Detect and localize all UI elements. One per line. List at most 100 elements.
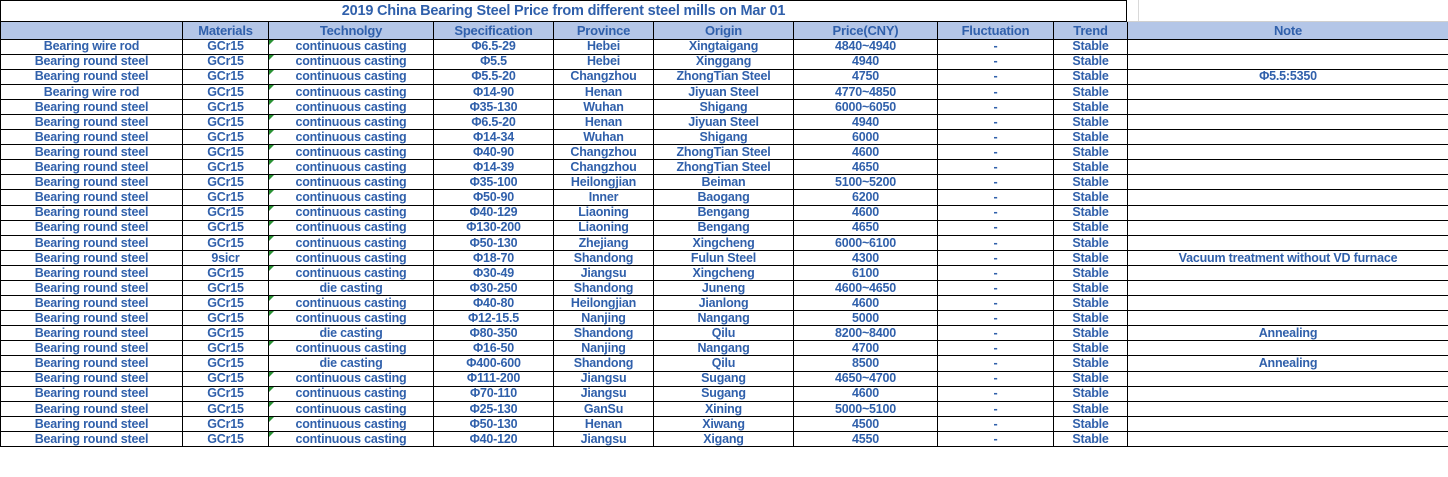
column-header-price[interactable]: Price(CNY) (793, 22, 938, 40)
cell-fluctuation[interactable]: - (937, 144, 1054, 161)
cell-note[interactable] (1127, 234, 1448, 251)
cell-origin[interactable]: Jiyuan Steel (653, 113, 794, 131)
cell-materials[interactable]: GCr15 (182, 355, 269, 372)
cell-province[interactable]: Changzhou (553, 144, 654, 161)
cell-product[interactable]: Bearing round steel (0, 400, 183, 417)
cell-price[interactable]: 4600~4650 (793, 279, 938, 297)
cell-trend[interactable]: Stable (1053, 355, 1128, 372)
cell-trend[interactable]: Stable (1053, 159, 1128, 176)
cell-specification[interactable]: Φ130-200 (433, 219, 554, 236)
cell-materials[interactable]: GCr15 (182, 385, 269, 402)
cell-product[interactable]: Bearing round steel (0, 249, 183, 266)
cell-specification[interactable]: Φ70-110 (433, 385, 554, 402)
cell-materials[interactable]: GCr15 (182, 83, 269, 100)
cell-materials[interactable]: GCr15 (182, 113, 269, 131)
cell-note[interactable]: Vacuum treatment without VD furnace (1127, 249, 1448, 266)
cell-product[interactable]: Bearing round steel (0, 370, 183, 387)
cell-trend[interactable]: Stable (1053, 204, 1128, 221)
cell-technology[interactable]: die casting (268, 279, 434, 297)
cell-specification[interactable]: Φ35-130 (433, 98, 554, 115)
cell-product[interactable]: Bearing round steel (0, 295, 183, 312)
cell-product[interactable]: Bearing round steel (0, 174, 183, 191)
cell-product[interactable]: Bearing round steel (0, 159, 183, 176)
cell-province[interactable]: Zhejiang (553, 234, 654, 251)
cell-price[interactable]: 6000 (793, 129, 938, 146)
cell-trend[interactable]: Stable (1053, 430, 1128, 448)
cell-fluctuation[interactable]: - (937, 38, 1054, 55)
cell-origin[interactable]: Xingcheng (653, 234, 794, 251)
cell-fluctuation[interactable]: - (937, 98, 1054, 115)
column-header-province[interactable]: Province (553, 22, 654, 40)
cell-price[interactable]: 4600 (793, 385, 938, 402)
cell-specification[interactable]: Φ50-130 (433, 415, 554, 432)
cell-fluctuation[interactable]: - (937, 279, 1054, 297)
cell-materials[interactable]: GCr15 (182, 53, 269, 70)
cell-province[interactable]: Nanjing (553, 310, 654, 327)
cell-note[interactable]: Φ5.5:5350 (1127, 68, 1448, 85)
cell-note[interactable] (1127, 159, 1448, 176)
cell-origin[interactable]: Jianlong (653, 295, 794, 312)
cell-note[interactable] (1127, 400, 1448, 417)
cell-fluctuation[interactable]: - (937, 295, 1054, 312)
cell-note[interactable] (1127, 204, 1448, 221)
cell-product[interactable]: Bearing round steel (0, 340, 183, 357)
cell-fluctuation[interactable]: - (937, 129, 1054, 146)
cell-price[interactable]: 4300 (793, 249, 938, 266)
cell-specification[interactable]: Φ400-600 (433, 355, 554, 372)
cell-specification[interactable]: Φ18-70 (433, 249, 554, 266)
cell-price[interactable]: 6200 (793, 189, 938, 206)
cell-specification[interactable]: Φ50-130 (433, 234, 554, 251)
cell-price[interactable]: 4700 (793, 340, 938, 357)
cell-materials[interactable]: GCr15 (182, 144, 269, 161)
cell-province[interactable]: Shandong (553, 279, 654, 297)
cell-note[interactable] (1127, 129, 1448, 146)
cell-technology[interactable]: continuous casting (268, 129, 434, 146)
cell-product[interactable]: Bearing round steel (0, 113, 183, 131)
cell-trend[interactable]: Stable (1053, 174, 1128, 191)
cell-price[interactable]: 4650 (793, 159, 938, 176)
cell-note[interactable] (1127, 295, 1448, 312)
column-header-technology[interactable]: Technolgy (268, 22, 434, 40)
cell-materials[interactable]: GCr15 (182, 430, 269, 448)
cell-origin[interactable]: Shigang (653, 129, 794, 146)
cell-origin[interactable]: Shigang (653, 98, 794, 115)
cell-origin[interactable]: ZhongTian Steel (653, 159, 794, 176)
cell-materials[interactable]: GCr15 (182, 234, 269, 251)
cell-note[interactable] (1127, 174, 1448, 191)
cell-province[interactable]: Changzhou (553, 68, 654, 85)
cell-province[interactable]: Jiangsu (553, 430, 654, 448)
cell-fluctuation[interactable]: - (937, 53, 1054, 70)
cell-specification[interactable]: Φ16-50 (433, 340, 554, 357)
cell-materials[interactable]: GCr15 (182, 370, 269, 387)
cell-fluctuation[interactable]: - (937, 385, 1054, 402)
cell-origin[interactable]: Bengang (653, 219, 794, 236)
cell-materials[interactable]: GCr15 (182, 415, 269, 432)
cell-province[interactable]: Nanjing (553, 340, 654, 357)
cell-technology[interactable]: continuous casting (268, 295, 434, 312)
cell-price[interactable]: 6000~6050 (793, 98, 938, 115)
cell-product[interactable]: Bearing round steel (0, 264, 183, 282)
column-header-origin[interactable]: Origin (653, 22, 794, 40)
cell-specification[interactable]: Φ40-120 (433, 430, 554, 448)
cell-note[interactable] (1127, 189, 1448, 206)
cell-technology[interactable]: continuous casting (268, 159, 434, 176)
cell-trend[interactable]: Stable (1053, 370, 1128, 387)
cell-product[interactable]: Bearing round steel (0, 144, 183, 161)
cell-fluctuation[interactable]: - (937, 219, 1054, 236)
cell-product[interactable]: Bearing wire rod (0, 83, 183, 100)
cell-origin[interactable]: Qilu (653, 325, 794, 342)
cell-price[interactable]: 8200~8400 (793, 325, 938, 342)
cell-materials[interactable]: GCr15 (182, 264, 269, 282)
cell-materials[interactable]: GCr15 (182, 325, 269, 342)
cell-technology[interactable]: continuous casting (268, 430, 434, 448)
cell-technology[interactable]: continuous casting (268, 385, 434, 402)
cell-price[interactable]: 4550 (793, 430, 938, 448)
cell-origin[interactable]: Xinggang (653, 53, 794, 70)
cell-province[interactable]: Changzhou (553, 159, 654, 176)
cell-fluctuation[interactable]: - (937, 159, 1054, 176)
cell-note[interactable] (1127, 53, 1448, 70)
cell-specification[interactable]: Φ111-200 (433, 370, 554, 387)
cell-materials[interactable]: 9sicr (182, 249, 269, 266)
cell-price[interactable]: 6100 (793, 264, 938, 282)
cell-origin[interactable]: Xingtaigang (653, 38, 794, 55)
